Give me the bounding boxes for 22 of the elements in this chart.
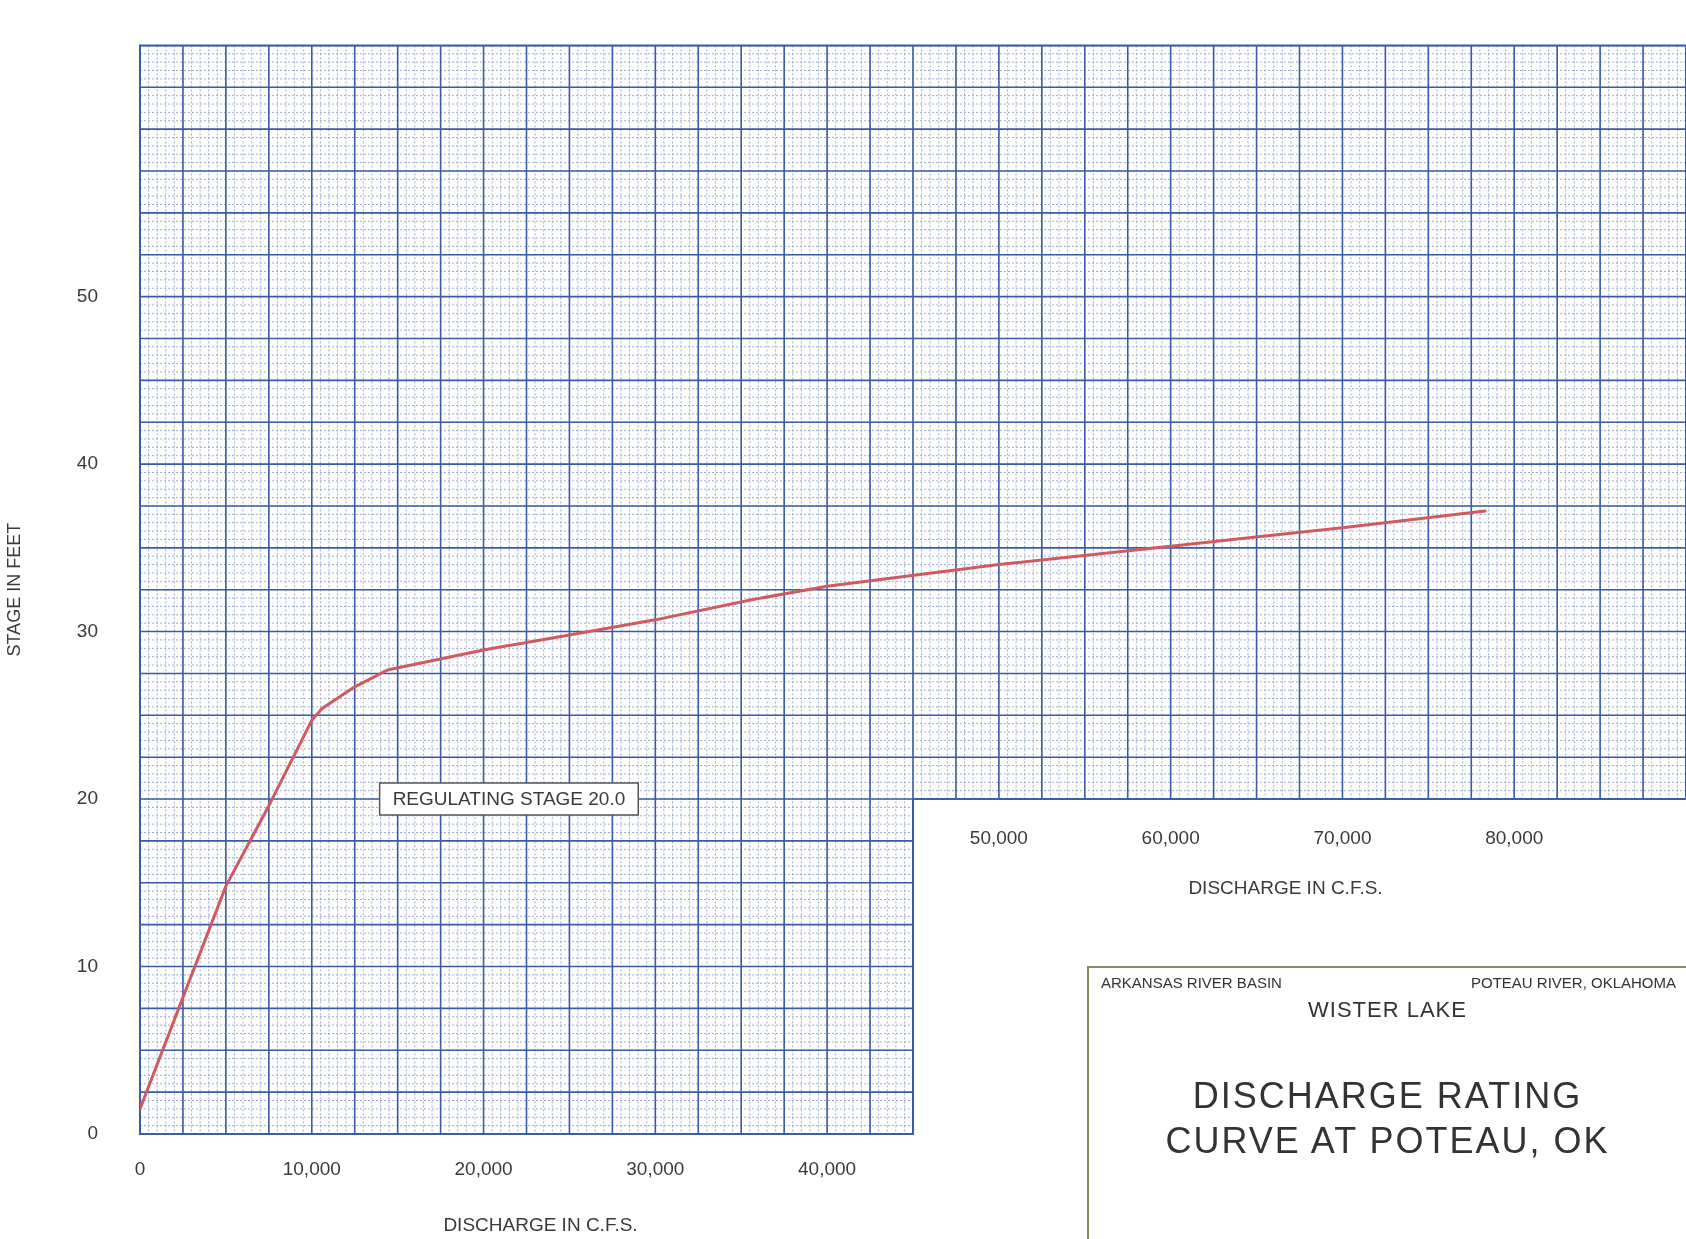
x2-tick-label: 70,000 (1313, 827, 1372, 849)
x2-tick-label: 50,000 (969, 827, 1028, 849)
x-tick-label: 20,000 (454, 1158, 513, 1180)
annotation: POTEAU RIVER, OKLAHOMA (1470, 974, 1676, 991)
annotation: ARKANSAS RIVER BASIN (1101, 974, 1282, 991)
x-tick-label: 40,000 (798, 1158, 857, 1180)
x2-tick-label: 60,000 (1141, 827, 1200, 849)
y-tick-label: 30 (76, 619, 98, 641)
x-tick-label: 30,000 (626, 1158, 685, 1180)
y-axis-title: STAGE IN FEET (3, 522, 24, 657)
x-axis-title: DISCHARGE IN C.F.S. (443, 1214, 638, 1236)
annotation: REGULATING STAGE 20.0 (392, 788, 626, 810)
x-tick-label: 10,000 (282, 1158, 341, 1180)
y-tick-label: 20 (76, 787, 98, 809)
y-tick-label: 10 (76, 954, 98, 976)
title-block-frame: ARKANSAS RIVER BASIN POTEAU RIVER, OKLAHOMA WISTER LAKE DISCHARGE RATING CURVE AT POTEAU, OK (1087, 966, 1686, 1239)
y-tick-label: 40 (76, 452, 98, 474)
y-tick-label: 0 (87, 1122, 98, 1144)
x2-tick-label: 80,000 (1485, 827, 1544, 849)
x-tick-label: 0 (134, 1158, 146, 1180)
y-tick-label: 50 (76, 284, 98, 306)
x2-axis-title: DISCHARGE IN C.F.S. (1188, 877, 1383, 899)
